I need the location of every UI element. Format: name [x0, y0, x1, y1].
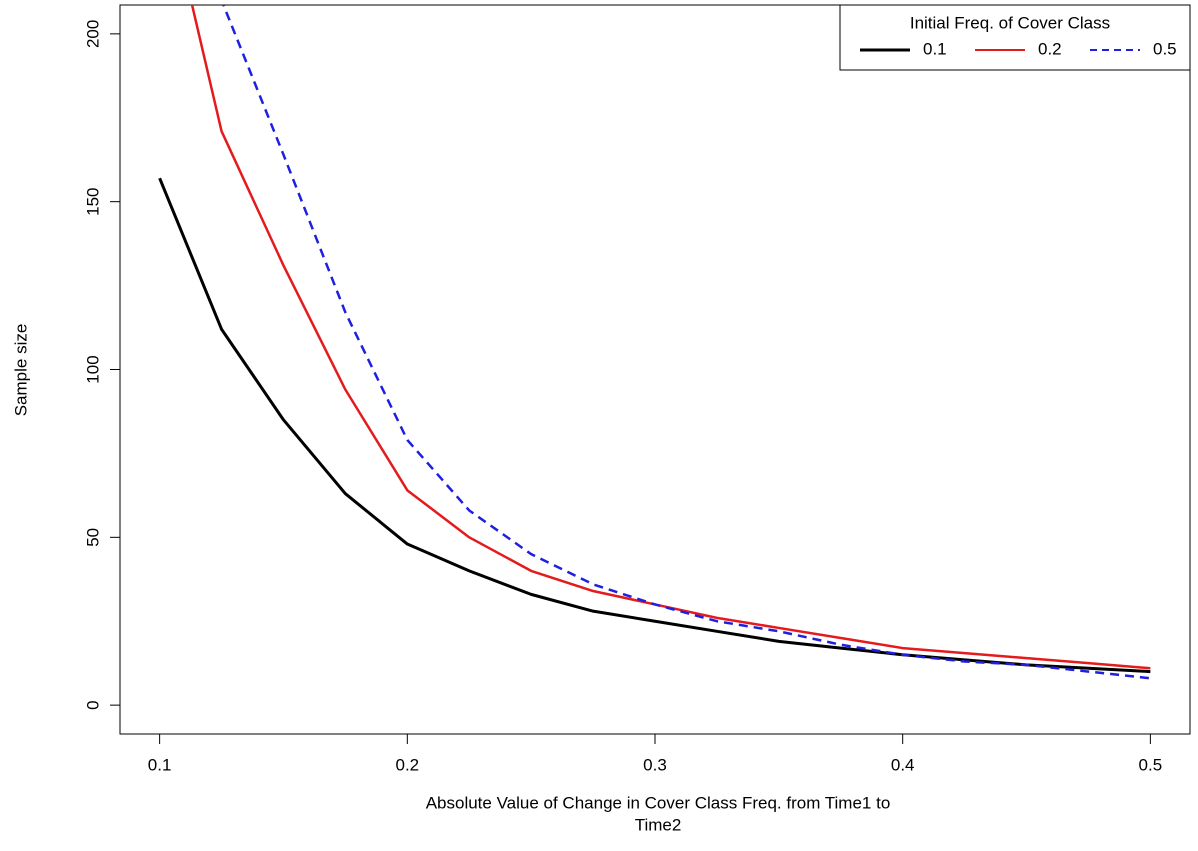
legend-box: [839, 4, 1191, 71]
x-tick-label: 0.5: [1139, 755, 1163, 774]
y-tick-label: 150: [83, 187, 102, 215]
y-tick-label: 50: [83, 528, 102, 547]
plot-area: [158, 5, 1151, 680]
legend-label: 0.5: [1153, 39, 1177, 58]
x-tick-label: 0.4: [891, 755, 915, 774]
y-tick-label: 200: [83, 20, 102, 48]
y-tick-label: 100: [83, 355, 102, 383]
plot-frame: [119, 4, 1191, 735]
series-line: [190, 5, 1151, 670]
x-axis-label: Time2: [635, 815, 682, 834]
legend-label: 0.1: [923, 39, 947, 58]
legend-label: 0.2: [1038, 39, 1062, 58]
y-tick-label: 0: [83, 700, 102, 709]
x-tick-label: 0.3: [643, 755, 667, 774]
y-axis-label: Sample size: [11, 324, 30, 417]
x-tick-label: 0.1: [148, 755, 172, 774]
x-tick-label: 0.2: [395, 755, 419, 774]
series-line: [158, 177, 1151, 674]
series-line: [222, 5, 1151, 680]
x-axis-label: Absolute Value of Change in Cover Class …: [426, 793, 891, 812]
legend-title: Initial Freq. of Cover Class: [910, 13, 1110, 32]
